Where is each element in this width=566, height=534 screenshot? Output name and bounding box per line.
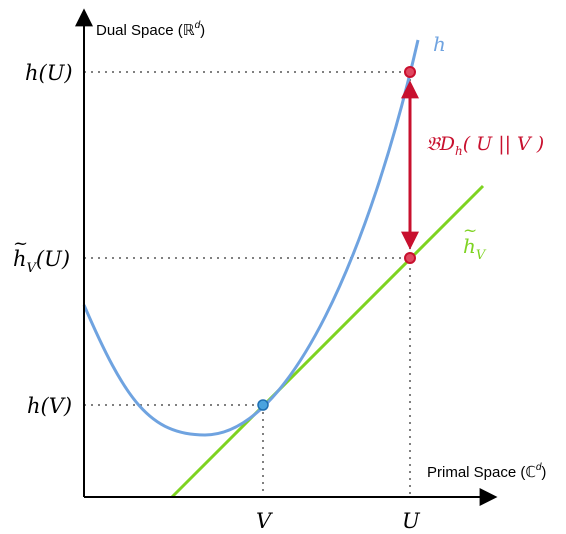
tick-hV: h(V) (27, 394, 72, 418)
x-axis-label: Primal Space (ℂd) (427, 462, 546, 481)
curve-h-label: h (433, 32, 446, 56)
tangent-label-tilde: ~ (463, 221, 477, 241)
divergence-label: 𝔅Dh( U || V ) (426, 133, 544, 158)
tangent-label-text: hV (463, 234, 487, 263)
point-hU (404, 66, 416, 78)
curve-h (82, 39, 420, 437)
point-V (257, 399, 269, 411)
point-tildeh-U (404, 252, 416, 264)
guide-lines (84, 71, 411, 497)
tick-V: V (256, 509, 273, 533)
tangent-line (170, 184, 485, 499)
tick-U: U (402, 509, 421, 533)
tick-tildeh: ~ hV(U) (13, 233, 70, 276)
y-axis-label: Dual Space (ℝd) (96, 20, 205, 39)
tick-hU: h(U) (25, 61, 73, 85)
tick-tildeh-text: hV(U) (13, 247, 70, 276)
tick-tildeh-tilde: ~ (13, 233, 28, 254)
tangent-label: ~ hV (463, 221, 487, 263)
